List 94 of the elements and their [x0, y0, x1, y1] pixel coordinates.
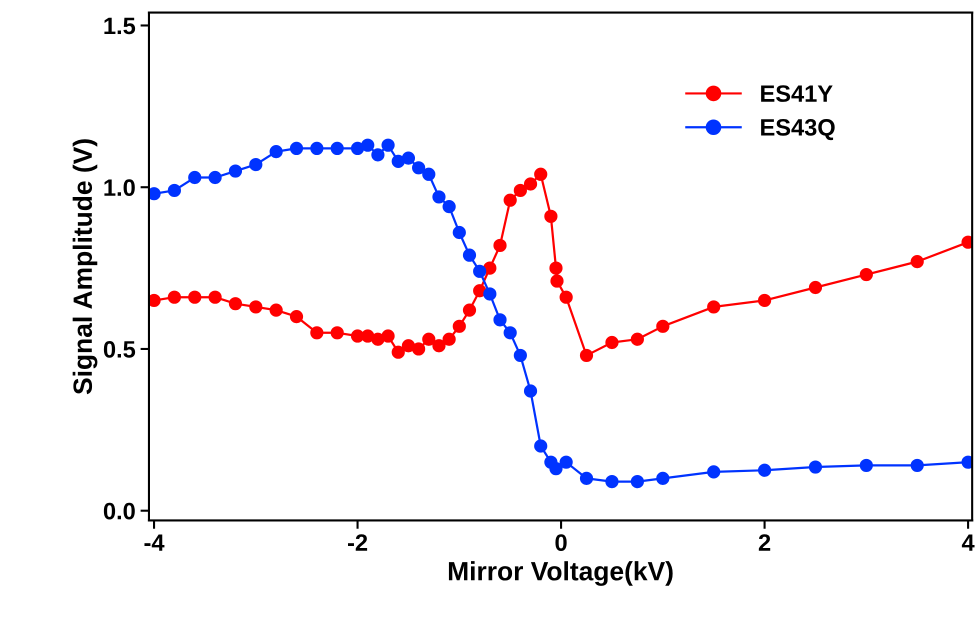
point — [350, 142, 364, 155]
point — [422, 332, 436, 346]
point — [208, 170, 222, 184]
x-tick-label: -2 — [348, 534, 368, 551]
point — [361, 329, 374, 343]
point — [228, 297, 242, 310]
y-tick-label: 1.0 — [104, 179, 135, 196]
point — [910, 458, 924, 472]
legend-label: ES43Q — [761, 119, 835, 140]
point — [473, 284, 486, 298]
point — [656, 472, 670, 485]
point — [228, 164, 242, 178]
point — [330, 326, 344, 340]
point — [504, 194, 517, 207]
point — [402, 152, 416, 165]
point — [462, 304, 476, 317]
point — [534, 439, 548, 453]
point — [381, 329, 395, 343]
point — [630, 474, 644, 488]
point — [270, 145, 283, 158]
x-tick-label: -4 — [144, 534, 164, 551]
point — [550, 274, 564, 288]
point — [580, 348, 594, 362]
point — [168, 184, 181, 198]
point — [580, 472, 594, 485]
x-tick-label: 2 — [758, 534, 770, 551]
point — [432, 190, 446, 204]
point — [168, 290, 181, 304]
point — [549, 261, 563, 275]
point — [330, 142, 344, 155]
point — [758, 294, 772, 308]
point — [473, 264, 486, 278]
y-tick-label: 0.5 — [104, 341, 136, 358]
point — [452, 226, 466, 240]
y-tick-label: 0.0 — [104, 502, 135, 520]
y-axis-title: Signal Amplitude (V) — [72, 139, 98, 394]
point — [544, 210, 558, 223]
point — [412, 161, 426, 174]
point — [605, 336, 619, 350]
point — [808, 280, 822, 294]
point — [188, 290, 202, 304]
point — [270, 304, 283, 317]
point — [605, 474, 619, 488]
point — [249, 300, 262, 314]
point — [392, 346, 405, 359]
point — [310, 326, 324, 340]
point — [630, 332, 644, 346]
point — [452, 320, 466, 333]
point — [371, 332, 385, 346]
point — [549, 462, 563, 476]
x-tick-label: 4 — [962, 534, 975, 551]
point — [560, 456, 573, 469]
point — [462, 248, 476, 262]
point — [534, 168, 548, 181]
point — [310, 142, 324, 155]
point — [493, 238, 507, 252]
x-axis-title: Mirror Voltage(kV) — [448, 561, 673, 586]
point — [442, 332, 456, 346]
point — [148, 187, 161, 200]
point — [560, 290, 573, 304]
legend-label: ES41Y — [761, 85, 833, 102]
point — [808, 460, 822, 474]
point — [290, 310, 304, 324]
point — [432, 339, 446, 352]
y-tick-label: 1.5 — [104, 18, 136, 34]
point — [290, 142, 304, 155]
point — [422, 168, 436, 181]
point — [483, 287, 496, 301]
point — [483, 261, 496, 275]
x-tick-label: 0 — [555, 534, 567, 551]
point — [381, 138, 395, 152]
point — [249, 158, 262, 172]
point — [910, 255, 924, 268]
point — [371, 148, 385, 162]
point — [361, 138, 374, 152]
point — [524, 177, 538, 191]
point — [402, 339, 416, 352]
point — [707, 465, 720, 478]
point — [707, 300, 720, 314]
point — [860, 268, 873, 282]
point — [758, 464, 772, 477]
point — [514, 184, 527, 198]
point — [188, 170, 202, 184]
point — [208, 290, 222, 304]
point — [860, 458, 873, 472]
point — [442, 200, 456, 214]
point — [148, 294, 161, 308]
point — [493, 313, 507, 326]
point — [392, 154, 405, 168]
point — [656, 320, 670, 333]
point — [524, 384, 538, 398]
point — [504, 326, 517, 340]
point — [412, 342, 426, 356]
point — [514, 348, 527, 362]
